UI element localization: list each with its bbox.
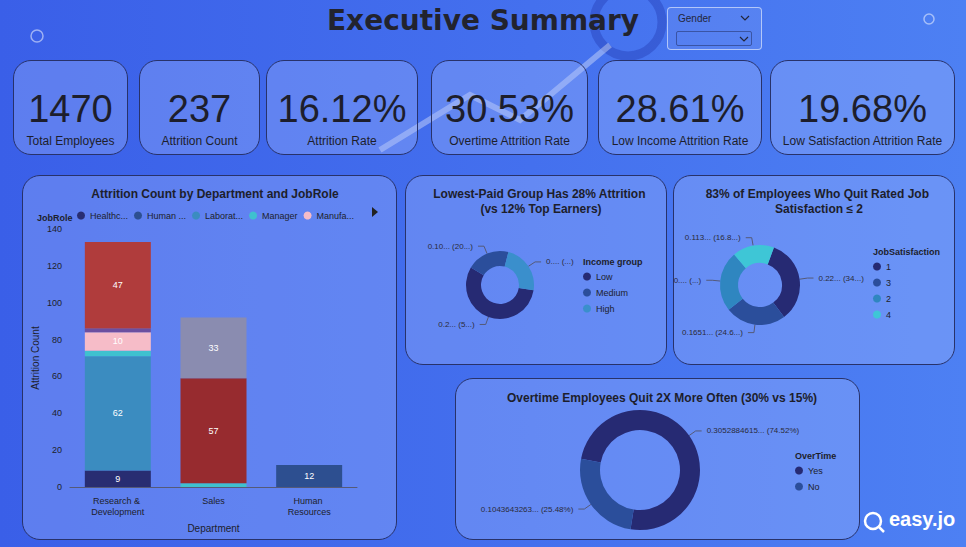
svg-text:JobSatisfaction: JobSatisfaction: [873, 247, 940, 257]
svg-text:57: 57: [208, 426, 218, 436]
svg-text:20: 20: [52, 445, 62, 455]
html-text:Attrition Rate: Attrition Rate: [307, 134, 377, 148]
svg-text:No: No: [808, 482, 820, 492]
svg-text:47: 47: [113, 280, 123, 290]
svg-text:33: 33: [208, 343, 218, 353]
svg-text:0.... (...): 0.... (...): [546, 257, 574, 266]
svg-text:140: 140: [47, 224, 62, 234]
svg-text:0.113... (16.8...): 0.113... (16.8...): [685, 233, 741, 242]
svg-text:Sales: Sales: [202, 496, 225, 506]
html-text:30.53%: 30.53%: [445, 88, 574, 130]
svg-text:120: 120: [47, 261, 62, 271]
svg-text:Yes: Yes: [808, 466, 823, 476]
html-text:16.12%: 16.12%: [277, 88, 407, 130]
svg-text:1: 1: [886, 262, 891, 272]
svg-text:0.1043643263... (25.48%): 0.1043643263... (25.48%): [481, 505, 574, 514]
svg-text:Income group: Income group: [583, 257, 643, 267]
svg-text:Human ...: Human ...: [147, 211, 186, 221]
svg-text:9: 9: [115, 474, 120, 484]
html-text:28.61%: 28.61%: [615, 88, 745, 130]
svg-text:10: 10: [113, 336, 123, 346]
svg-text:Resources: Resources: [288, 507, 332, 517]
svg-text:62: 62: [113, 408, 123, 418]
svg-text:100: 100: [47, 298, 62, 308]
svg-text:80: 80: [52, 335, 62, 345]
html-text:Executive Summary: Executive Summary: [327, 4, 639, 37]
html-text:19.68%: 19.68%: [798, 88, 927, 130]
html-text:Low Income Attrition Rate: Low Income Attrition Rate: [611, 134, 749, 148]
svg-text:Medium: Medium: [596, 288, 628, 298]
svg-text:40: 40: [52, 408, 62, 418]
svg-text:High: High: [596, 304, 615, 314]
svg-text:60: 60: [52, 371, 62, 381]
svg-text:JobRole: JobRole: [37, 213, 73, 223]
svg-text:0.3052884615... (74.52%): 0.3052884615... (74.52%): [707, 426, 800, 435]
svg-text:0.10... (20...): 0.10... (20...): [428, 242, 474, 251]
html-text:Attrition Count: Attrition Count: [161, 134, 238, 148]
svg-text:3: 3: [886, 278, 891, 288]
html-text:Total Employees: Total Employees: [26, 134, 115, 148]
svg-text:83% of Employees Who Quit Rate: 83% of Employees Who Quit Rated Job: [706, 187, 933, 201]
svg-text:0.22... (34...): 0.22... (34...): [818, 274, 864, 283]
html-text:1470: 1470: [28, 88, 113, 130]
html-text:Overtime Attrition Rate: Overtime Attrition Rate: [449, 134, 570, 148]
html-text:Gender: Gender: [678, 13, 712, 24]
svg-text:Healthc...: Healthc...: [90, 211, 128, 221]
svg-text:4: 4: [886, 310, 891, 320]
html-text:easy.jo: easy.jo: [889, 508, 956, 530]
html-text:Low Satisfaction Attrition Rat: Low Satisfaction Attrition Rate: [782, 134, 943, 148]
svg-text:0.2... (5...): 0.2... (5...): [438, 320, 475, 329]
svg-text:0.1651... (24.6...): 0.1651... (24.6...): [682, 328, 743, 337]
svg-text:(vs 12% Top Earners): (vs 12% Top Earners): [480, 202, 601, 216]
svg-text:0.... (...): 0.... (...): [674, 276, 702, 285]
svg-text:Low: Low: [596, 272, 613, 282]
svg-text:2: 2: [886, 294, 891, 304]
svg-text:Overtime Employees Quit 2X Mor: Overtime Employees Quit 2X More Often (3…: [507, 391, 817, 405]
svg-text:Department: Department: [187, 523, 239, 534]
svg-text:Attrition Count by Department: Attrition Count by Department and JobRol…: [91, 187, 339, 201]
svg-text:OverTime: OverTime: [795, 451, 836, 461]
svg-text:Manager: Manager: [262, 211, 298, 221]
svg-text:Research &: Research &: [93, 496, 143, 506]
svg-text:Laborat...: Laborat...: [205, 211, 243, 221]
svg-text:Manufa...: Manufa...: [317, 211, 355, 221]
svg-text:12: 12: [304, 471, 314, 481]
svg-text:Satisfaction ≤ 2: Satisfaction ≤ 2: [775, 202, 863, 216]
svg-text:0: 0: [57, 482, 62, 492]
svg-text:Attrition Count: Attrition Count: [30, 326, 41, 390]
svg-text:Human: Human: [293, 496, 325, 506]
html-text:237: 237: [167, 88, 232, 130]
svg-text:Development: Development: [91, 507, 145, 517]
svg-text:Lowest-Paid Group Has 28% Attr: Lowest-Paid Group Has 28% Attrition: [433, 187, 649, 201]
